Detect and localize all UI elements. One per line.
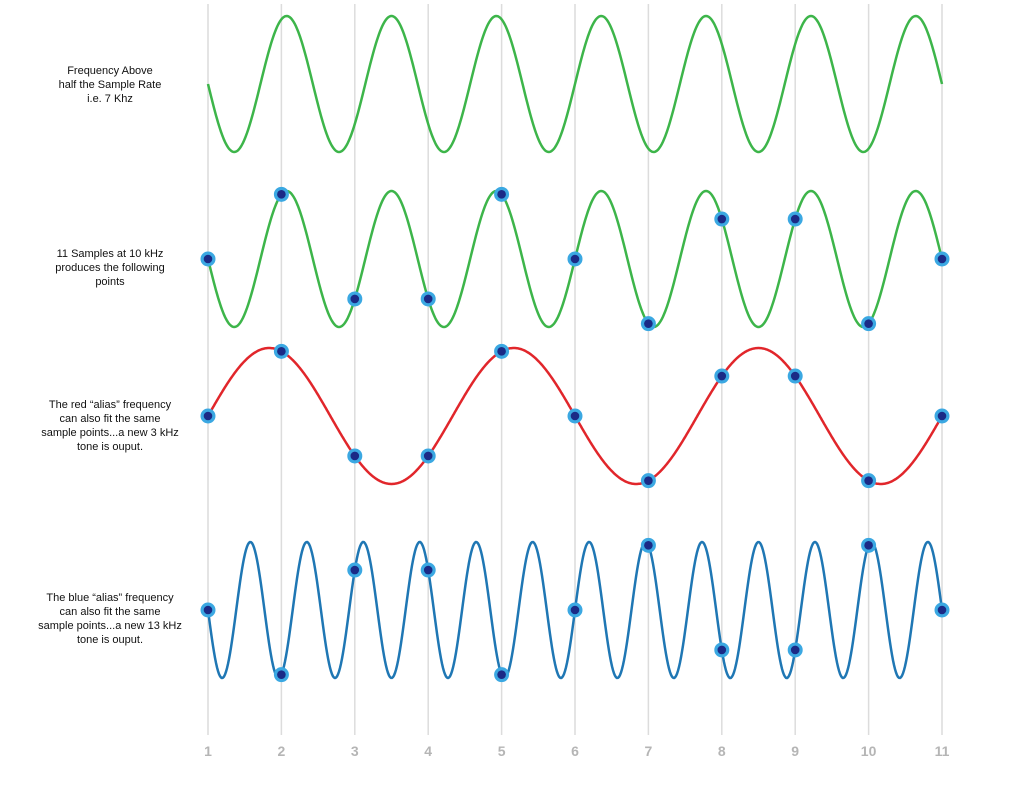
sample-point bbox=[423, 451, 433, 461]
sample-point bbox=[350, 565, 360, 575]
sample-number: 2 bbox=[278, 743, 286, 759]
sample-number: 1 bbox=[204, 743, 212, 759]
sample-point bbox=[644, 476, 653, 485]
sample-point bbox=[790, 214, 800, 224]
sample-number: 3 bbox=[351, 743, 359, 759]
sample-point bbox=[790, 371, 800, 381]
row-label: The blue “alias” frequency bbox=[46, 592, 174, 604]
sample-point bbox=[937, 605, 947, 615]
row-label: sample points...a new 13 kHz bbox=[38, 620, 182, 632]
waveform bbox=[206, 14, 944, 154]
row-label: can also fit the same bbox=[60, 413, 161, 425]
sample-point bbox=[277, 670, 286, 679]
sample-number: 11 bbox=[935, 743, 950, 759]
row-label: tone is ouput. bbox=[77, 634, 143, 646]
sample-point bbox=[864, 541, 873, 550]
sample-point bbox=[644, 541, 653, 550]
row-label: half the Sample Rate bbox=[59, 79, 162, 91]
row-label: 11 Samples at 10 kHz bbox=[57, 248, 164, 260]
sample-point bbox=[717, 645, 727, 655]
sample-point bbox=[790, 645, 800, 655]
sample-point bbox=[717, 214, 727, 224]
row-label: produces the following bbox=[55, 262, 164, 274]
row-label: i.e. 7 Khz bbox=[87, 93, 133, 105]
sample-point bbox=[570, 411, 580, 421]
sample-point bbox=[937, 254, 947, 264]
row-label: Frequency Above bbox=[67, 65, 153, 77]
sample-point bbox=[203, 411, 213, 421]
sample-point bbox=[350, 294, 360, 304]
sample-number: 7 bbox=[645, 743, 653, 759]
sample-number: 6 bbox=[571, 743, 579, 759]
sample-point bbox=[277, 347, 286, 356]
sample-point bbox=[497, 670, 506, 679]
sample-point bbox=[203, 254, 213, 264]
sample-number: 4 bbox=[424, 743, 432, 759]
sample-point bbox=[497, 347, 506, 356]
row-label: sample points...a new 3 kHz bbox=[41, 427, 179, 439]
sample-point bbox=[570, 605, 580, 615]
sample-point bbox=[717, 371, 727, 381]
sample-point bbox=[937, 411, 947, 421]
sample-point bbox=[277, 190, 286, 199]
sample-number: 10 bbox=[861, 743, 877, 759]
sample-point bbox=[864, 476, 873, 485]
row-label: tone is ouput. bbox=[77, 441, 143, 453]
sample-point bbox=[423, 565, 433, 575]
row-label: can also fit the same bbox=[60, 606, 161, 618]
sample-point bbox=[497, 190, 506, 199]
sample-number: 5 bbox=[498, 743, 506, 759]
row-label: points bbox=[95, 276, 125, 288]
sample-point bbox=[423, 294, 433, 304]
sample-number: 9 bbox=[791, 743, 799, 759]
sample-point bbox=[864, 319, 873, 328]
sample-point bbox=[570, 254, 580, 264]
sample-number: 8 bbox=[718, 743, 726, 759]
sample-point bbox=[203, 605, 213, 615]
row-label: The red “alias” frequency bbox=[49, 399, 172, 411]
sample-point bbox=[644, 319, 653, 328]
sample-point bbox=[350, 451, 360, 461]
